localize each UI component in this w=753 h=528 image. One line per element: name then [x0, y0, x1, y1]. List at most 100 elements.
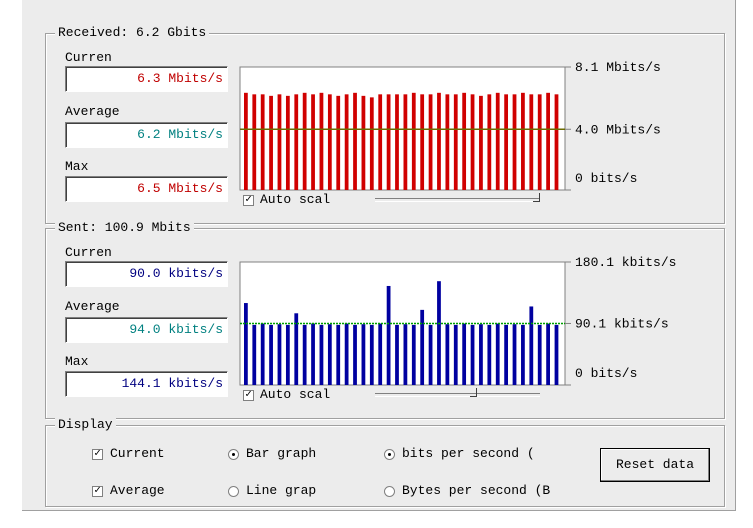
field-label: Max — [65, 354, 89, 369]
option-label: Bar graph — [246, 446, 317, 461]
bar — [487, 94, 492, 190]
radio[interactable] — [384, 449, 395, 460]
radio[interactable] — [228, 449, 239, 460]
bar — [420, 309, 425, 385]
bar — [403, 94, 408, 190]
checkbox[interactable]: ✓ — [243, 195, 254, 206]
value-box: 90.0 kbits/s — [65, 261, 228, 287]
radio[interactable] — [228, 486, 239, 497]
radio[interactable] — [384, 486, 395, 497]
bar — [554, 324, 559, 385]
bar — [353, 92, 357, 190]
checkbox[interactable]: ✓ — [92, 449, 103, 460]
slider-track[interactable] — [375, 198, 540, 202]
bar — [504, 94, 509, 190]
slider-track[interactable] — [375, 393, 540, 397]
bar — [453, 94, 458, 190]
bar — [479, 95, 483, 190]
slider-thumb[interactable] — [470, 388, 477, 397]
checkbox[interactable]: ✓ — [92, 486, 103, 497]
group-box — [45, 33, 725, 224]
tick-label: 0 bits/s — [575, 366, 637, 381]
bar — [269, 95, 273, 190]
tick-label: 4.0 Mbits/s — [575, 122, 661, 137]
bar — [428, 324, 433, 385]
bar — [285, 324, 290, 385]
bar — [277, 324, 282, 385]
value-box: 6.2 Mbits/s — [65, 122, 228, 148]
bar — [470, 324, 475, 385]
bar — [336, 95, 341, 190]
bar — [546, 323, 550, 385]
bar — [327, 324, 332, 385]
value-box: 94.0 kbits/s — [65, 317, 228, 343]
bar — [512, 324, 517, 385]
field-label: Average — [65, 299, 120, 314]
group-title: Received: 6.2 Gbits — [55, 26, 210, 40]
bar — [403, 324, 408, 385]
bar — [294, 94, 299, 190]
tick-label: 0 bits/s — [575, 171, 637, 186]
bar — [260, 323, 265, 385]
bar — [521, 92, 525, 190]
option-label: Average — [110, 483, 165, 498]
bar — [537, 324, 542, 385]
bar — [479, 324, 483, 385]
bar — [327, 94, 332, 190]
bar — [470, 94, 475, 190]
bar — [311, 323, 315, 385]
checkbox-label: Auto scal — [260, 387, 331, 402]
value-box: 6.3 Mbits/s — [65, 66, 228, 92]
bar — [302, 92, 307, 190]
bar — [437, 281, 441, 385]
bar — [395, 324, 399, 385]
group-box — [45, 228, 725, 419]
tick-label: 8.1 Mbits/s — [575, 60, 661, 75]
bar — [252, 324, 257, 385]
bar — [311, 94, 315, 190]
reset-button[interactable]: Reset data — [600, 448, 710, 482]
bar — [336, 324, 341, 385]
field-label: Average — [65, 104, 120, 119]
tick-label: 90.1 kbits/s — [575, 316, 669, 331]
bar — [411, 92, 416, 190]
bar — [495, 92, 500, 190]
bar — [504, 324, 509, 385]
bar — [428, 94, 433, 190]
option-label: Line grap — [246, 483, 317, 498]
checkbox[interactable]: ✓ — [243, 390, 254, 401]
bar — [462, 323, 467, 385]
field-label: Curren — [65, 245, 112, 260]
bar — [529, 306, 534, 385]
bar — [487, 324, 492, 385]
bar — [386, 94, 391, 190]
option-label: Bytes per second (B — [402, 483, 551, 498]
bar — [445, 324, 450, 385]
group-title: Display — [55, 418, 116, 432]
bar — [554, 94, 559, 190]
bar — [252, 94, 257, 190]
slider-thumb[interactable] — [533, 193, 540, 202]
bar — [361, 95, 366, 190]
bar — [420, 94, 425, 190]
value-box: 6.5 Mbits/s — [65, 176, 228, 202]
bar — [495, 323, 500, 385]
bar — [344, 94, 349, 190]
bar — [395, 94, 399, 190]
bar — [378, 94, 383, 190]
bar — [378, 323, 383, 385]
graph-area — [239, 66, 566, 191]
bar — [453, 324, 458, 385]
bar — [302, 324, 307, 385]
bar — [437, 92, 441, 190]
option-label: bits per second ( — [402, 446, 535, 461]
bar — [369, 324, 374, 385]
field-label: Max — [65, 159, 89, 174]
bar — [269, 324, 273, 385]
value-box: 144.1 kbits/s — [65, 371, 228, 397]
bar — [244, 303, 248, 385]
group-box — [45, 425, 725, 507]
bar — [512, 94, 517, 190]
field-label: Curren — [65, 50, 112, 65]
